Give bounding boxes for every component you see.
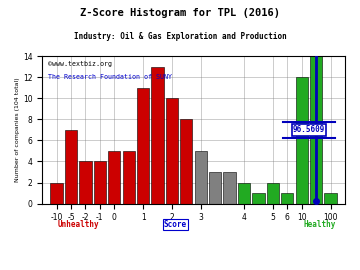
Text: Healthy: Healthy — [303, 220, 336, 229]
Text: Unhealthy: Unhealthy — [57, 220, 99, 229]
Text: Z-Score Histogram for TPL (2016): Z-Score Histogram for TPL (2016) — [80, 8, 280, 18]
Bar — [137, 88, 149, 204]
Text: Score: Score — [164, 220, 187, 229]
Bar — [267, 183, 279, 204]
Bar — [166, 98, 178, 204]
Bar — [108, 151, 120, 204]
Bar — [224, 172, 236, 204]
Bar — [122, 151, 135, 204]
Bar — [79, 161, 91, 204]
Bar — [180, 119, 193, 204]
Bar — [151, 67, 164, 204]
Text: ©www.textbiz.org: ©www.textbiz.org — [48, 61, 112, 67]
Bar — [94, 161, 106, 204]
Text: Industry: Oil & Gas Exploration and Production: Industry: Oil & Gas Exploration and Prod… — [74, 32, 286, 41]
Bar — [281, 193, 293, 204]
Bar — [296, 77, 308, 204]
Bar — [65, 130, 77, 204]
Bar — [252, 193, 265, 204]
Text: 96.5609: 96.5609 — [293, 126, 325, 134]
Bar — [310, 56, 322, 204]
Bar — [324, 193, 337, 204]
Bar — [238, 183, 250, 204]
Bar — [195, 151, 207, 204]
Bar — [50, 183, 63, 204]
Bar — [209, 172, 221, 204]
Y-axis label: Number of companies (104 total): Number of companies (104 total) — [15, 77, 20, 182]
Text: The Research Foundation of SUNY: The Research Foundation of SUNY — [48, 74, 172, 80]
